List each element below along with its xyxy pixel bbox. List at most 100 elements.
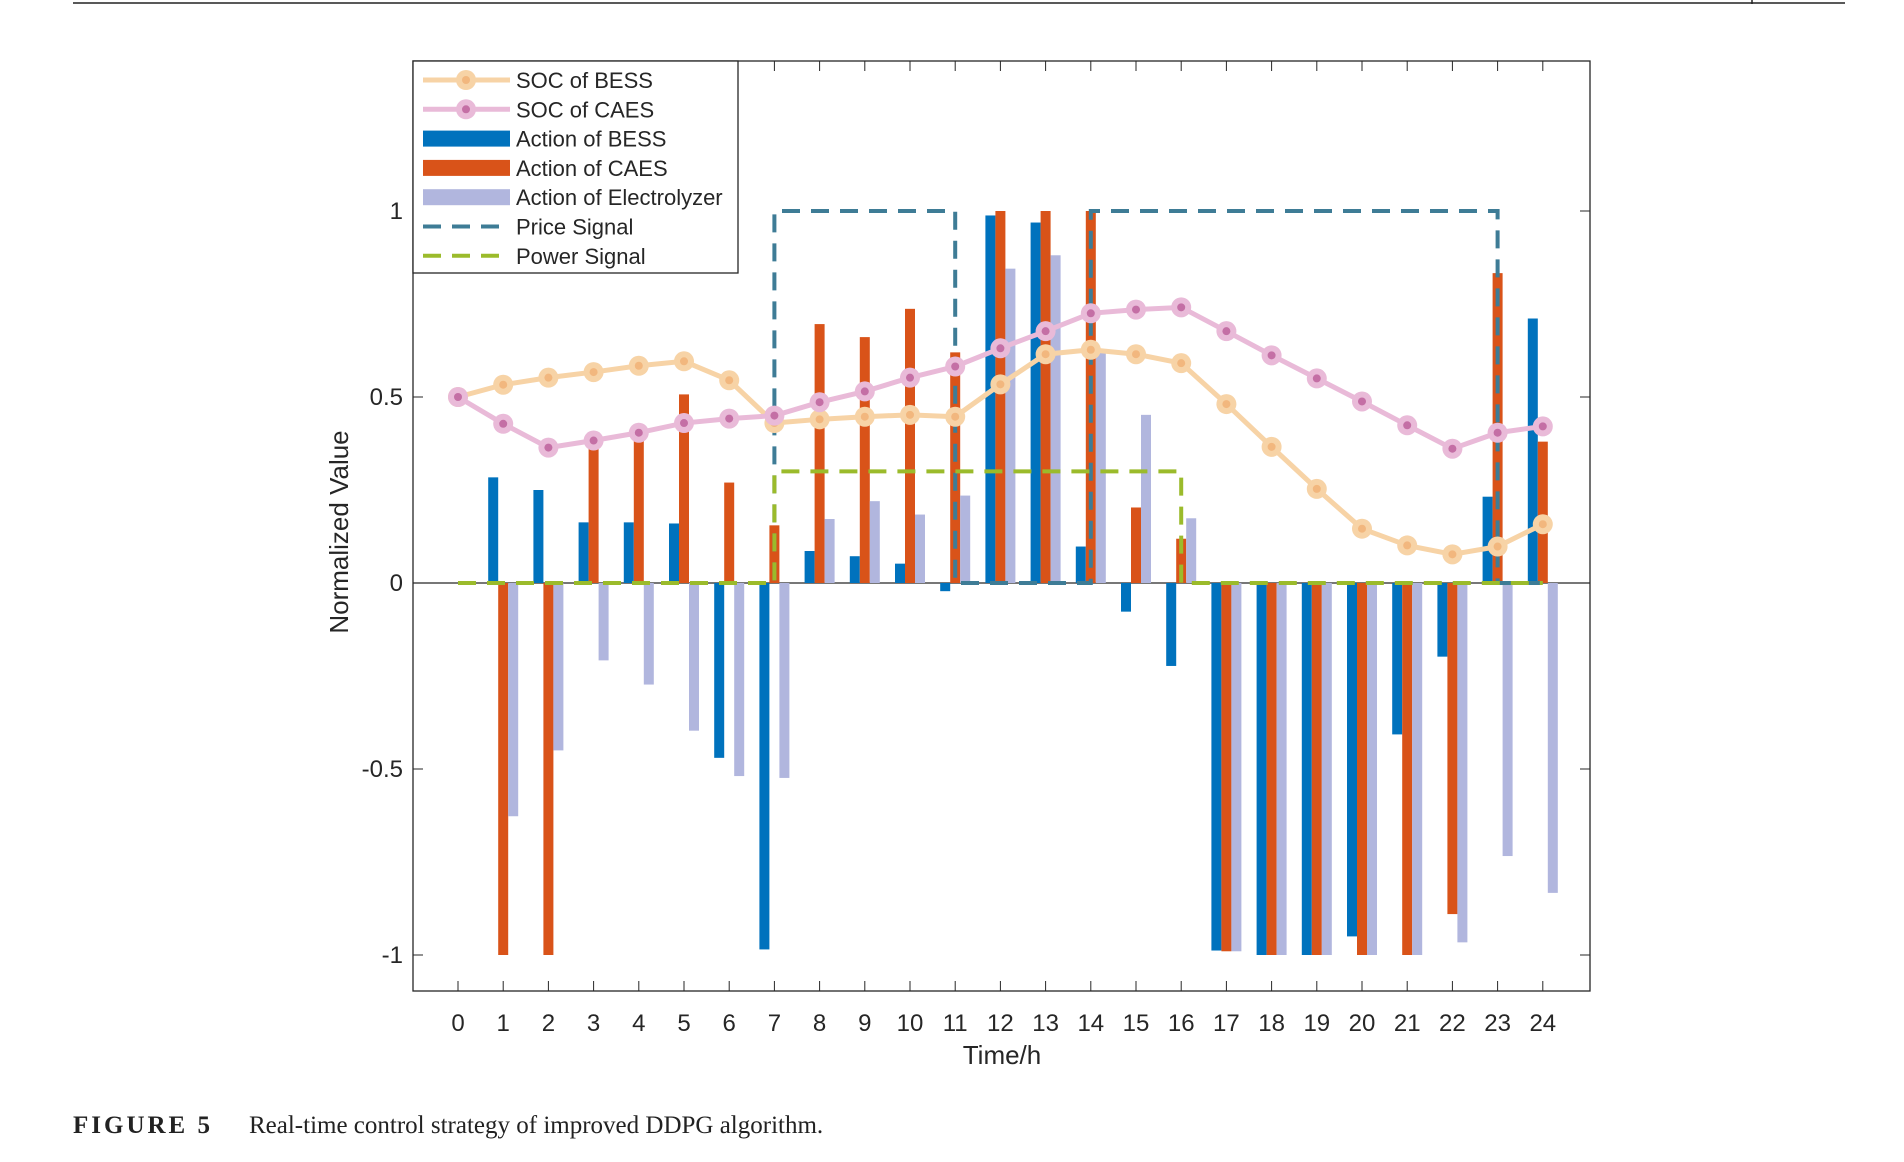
bar-action-of-caes (905, 308, 915, 583)
marker-dot-soc-of-bess (906, 410, 914, 419)
marker-dot-soc-of-bess (544, 373, 553, 382)
x-tick-label: 10 (897, 1010, 924, 1037)
bar-action-of-caes (1085, 211, 1096, 583)
marker-dot-soc-of-caes (906, 373, 914, 382)
bar-action-of-caes (1447, 583, 1458, 915)
x-tick-label: 6 (723, 1010, 736, 1037)
bar-action-of-caes (724, 482, 735, 583)
legend-marker-dot-soc-of-caes (462, 105, 470, 114)
legend-swatch-action-of-electrolyzer (423, 189, 510, 206)
marker-dot-soc-of-bess (860, 412, 869, 421)
legend-label-soc-of-bess: SOC of BESS (516, 68, 653, 93)
bar-action-of-bess (1437, 583, 1448, 657)
marker-dot-soc-of-caes (1222, 327, 1231, 336)
bar-action-of-caes (995, 211, 1006, 583)
bar-action-of-bess (895, 563, 905, 583)
marker-dot-soc-of-caes (1041, 327, 1050, 336)
bar-action-of-bess (669, 523, 679, 583)
bar-action-of-caes (769, 525, 780, 583)
legend-label-soc-of-caes: SOC of CAES (516, 97, 654, 122)
bar-action-of-caes (859, 337, 870, 583)
bar-action-of-bess (985, 215, 996, 584)
x-tick-label: 18 (1258, 1010, 1285, 1037)
bar-action-of-electrolyzer (598, 583, 609, 661)
bar-action-of-bess (1392, 583, 1403, 735)
marker-dot-soc-of-caes (815, 398, 824, 407)
bar-action-of-bess (1256, 583, 1267, 955)
bar-action-of-bess (1121, 583, 1131, 612)
bar-action-of-electrolyzer (1547, 583, 1558, 893)
marker-dot-soc-of-bess (1086, 345, 1095, 354)
x-tick-label: 20 (1349, 1010, 1376, 1037)
bar-action-of-electrolyzer (1502, 583, 1513, 857)
caption-text: Real-time control strategy of improved D… (248, 1112, 824, 1139)
marker-dot-soc-of-caes (680, 419, 688, 428)
marker-dot-soc-of-bess (815, 415, 824, 424)
bar-action-of-caes (814, 324, 825, 583)
bar-action-of-caes (1402, 583, 1413, 955)
bar-action-of-electrolyzer (1412, 583, 1423, 955)
bar-action-of-electrolyzer (734, 583, 745, 777)
bar-action-of-electrolyzer (1457, 583, 1468, 943)
legend-marker-dot-soc-of-bess (462, 76, 470, 84)
bar-action-of-caes (1176, 538, 1187, 583)
line-power-signal (458, 469, 1543, 585)
bar-action-of-bess (849, 556, 860, 583)
x-tick-label: 23 (1484, 1010, 1511, 1037)
marker-dot-soc-of-caes (1538, 422, 1547, 431)
marker-dot-soc-of-caes (1177, 303, 1186, 312)
bar-action-of-caes (498, 583, 509, 955)
bar-action-of-caes (1131, 507, 1141, 583)
legend-label-action-of-caes: Action of CAES (516, 156, 668, 181)
marker-dot-soc-of-bess (634, 361, 643, 370)
marker-dot-soc-of-caes (1267, 351, 1276, 360)
marker-dot-soc-of-caes (951, 362, 960, 371)
bar-action-of-electrolyzer (960, 495, 971, 583)
x-tick-label: 2 (542, 1010, 555, 1037)
bar-action-of-electrolyzer (1231, 583, 1242, 952)
marker-dot-soc-of-bess (1403, 541, 1412, 550)
x-tick-label: 0 (451, 1010, 464, 1037)
bar-action-of-caes (1311, 583, 1322, 955)
bar-action-of-bess (804, 551, 815, 583)
x-tick-label: 14 (1077, 1010, 1104, 1037)
x-tick-label: 9 (858, 1010, 871, 1037)
marker-dot-soc-of-bess (1312, 484, 1321, 493)
marker-dot-soc-of-bess (1132, 350, 1140, 359)
marker-dot-soc-of-caes (499, 419, 508, 428)
bar-action-of-bess (714, 583, 725, 758)
legend-label-action-of-electrolyzer: Action of Electrolyzer (516, 185, 723, 210)
y-tick-label: -0.5 (362, 756, 403, 783)
y-axis-label: Normalized Value (324, 430, 354, 633)
legend-label-price-signal: Price Signal (516, 215, 633, 240)
bar-action-of-electrolyzer (915, 514, 925, 583)
bar-action-of-bess (1030, 222, 1041, 584)
x-tick-label: 7 (768, 1010, 781, 1037)
bar-action-of-bess (488, 477, 499, 583)
marker-dot-soc-of-bess (1177, 359, 1186, 368)
x-tick-label: 15 (1123, 1010, 1150, 1037)
bar-action-of-caes (633, 436, 644, 583)
bar-action-of-bess (1075, 546, 1086, 583)
marker-dot-soc-of-caes (996, 344, 1005, 353)
marker-dot-soc-of-bess (725, 376, 734, 385)
bar-action-of-electrolyzer (869, 501, 880, 583)
y-tick-label: 0 (390, 570, 403, 597)
bar-action-of-electrolyzer (1367, 583, 1377, 955)
bar-action-of-bess (623, 522, 634, 583)
bar-action-of-caes (950, 352, 961, 583)
x-tick-label: 5 (677, 1010, 690, 1037)
y-tick-label: 1 (390, 198, 403, 225)
plot-frame (412, 60, 1591, 992)
bar-action-of-electrolyzer (1141, 414, 1151, 583)
marker-dot-soc-of-caes (454, 393, 462, 401)
x-tick-label: 4 (632, 1010, 645, 1037)
bar-action-of-bess (1347, 583, 1357, 937)
bar-action-of-caes (1221, 583, 1232, 952)
bar-action-of-electrolyzer (508, 583, 519, 817)
x-tick-label: 21 (1394, 1010, 1421, 1037)
x-tick-label: 3 (587, 1010, 600, 1037)
figure-caption: FIGURE 5 Real-time control strategy of im… (73, 1112, 823, 1140)
legend-label-action-of-bess: Action of BESS (516, 127, 666, 152)
marker-dot-soc-of-bess (499, 380, 508, 389)
